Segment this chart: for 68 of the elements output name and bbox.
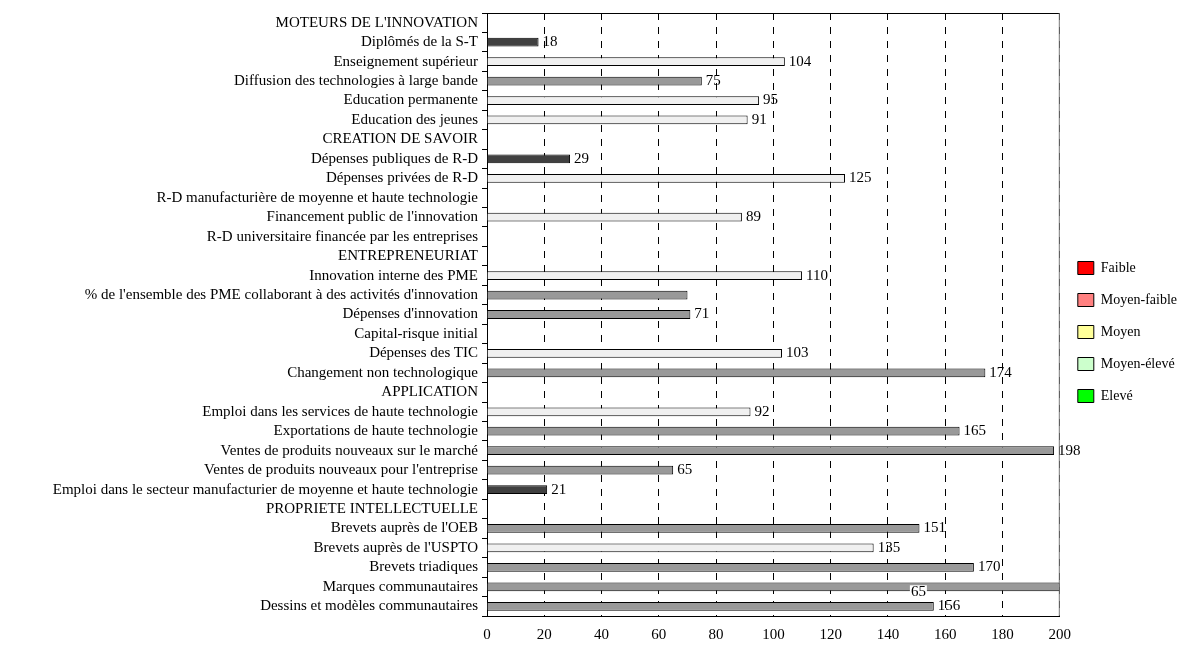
y-tick-label: Changement non technologique	[287, 363, 479, 380]
y-tick-label: PROPRIETE INTELLECTUELLE	[265, 499, 478, 516]
data-label: 21	[551, 480, 567, 497]
y-tick-label: Exportations de haute technologie	[273, 422, 479, 439]
data-label: 92	[754, 402, 770, 419]
y-tick-label: Emploi dans les services de haute technologie	[202, 402, 479, 419]
data-label: 110	[806, 266, 828, 283]
y-tick-label: Dépenses d'innovation	[342, 305, 479, 322]
data-label: 174	[989, 363, 1013, 380]
y-tick-label: R-D manufacturière de moyenne et haute technologie	[156, 188, 479, 205]
data-label: 156	[937, 597, 961, 614]
y-tick-label: CREATION DE SAVOIR	[322, 130, 478, 147]
y-tick-label: Capital-risque initial	[354, 324, 478, 341]
x-tick-label: 60	[651, 625, 667, 642]
y-tick-label: APPLICATION	[381, 383, 479, 400]
data-label: 151	[923, 519, 946, 536]
data-label: 18	[542, 33, 558, 50]
y-tick-label: Emploi dans le secteur manufacturier de moyenne et haute technologie	[52, 480, 479, 497]
y-tick-label: Diplômés de la S-T	[360, 33, 478, 50]
x-tick-label: 180	[991, 625, 1014, 642]
y-tick-label: ENTREPRENEURIAT	[338, 247, 478, 264]
y-tick-label: Marques communautaires	[322, 577, 479, 594]
y-tick-label: Brevets auprès de l'OEB	[330, 519, 478, 536]
y-tick-label: Education permanente	[343, 91, 479, 108]
legend-label: Moyen-faible	[1100, 291, 1178, 307]
x-tick-label: 0	[483, 625, 491, 642]
x-tick-label: 160	[934, 625, 957, 642]
data-label: 198	[1058, 441, 1081, 458]
data-label: 165	[963, 422, 987, 439]
data-label: 125	[849, 169, 872, 186]
x-tick-label: 20	[536, 625, 552, 642]
y-tick-label: Ventes de produits nouveaux sur le marché	[220, 441, 479, 458]
data-label: 65	[677, 461, 693, 478]
x-tick-label: 140	[876, 625, 900, 642]
y-tick-label: Dépenses publiques de R-D	[310, 149, 479, 166]
data-label: 91	[751, 110, 767, 127]
data-label: 170	[977, 558, 1001, 575]
x-tick-label: 100	[762, 625, 785, 642]
y-tick-label: Dépenses privées de R-D	[325, 169, 479, 186]
data-label: 135	[877, 538, 901, 555]
y-tick-label: Ventes de produits nouveaux pour l'entreprise	[204, 461, 479, 478]
y-tick-label: Dessins et modèles communautaires	[260, 597, 479, 614]
y-tick-label: Financement public de l'innovation	[266, 208, 479, 225]
legend-label: Moyen	[1100, 323, 1141, 339]
y-tick-label: Diffusion des technologies à large bande	[234, 72, 479, 89]
data-label: 71	[694, 305, 710, 322]
x-tick-label: 40	[594, 625, 610, 642]
y-tick-label: R-D universitaire financée par les entreprises	[206, 227, 479, 244]
x-tick-label: 120	[819, 625, 842, 642]
y-tick-label: Education des jeunes	[351, 110, 479, 127]
data-label: 104	[788, 52, 812, 69]
annotation: 65	[910, 583, 926, 600]
y-tick-label: Innovation interne des PME	[309, 266, 478, 283]
data-label: 103	[786, 344, 809, 361]
data-label: 29	[574, 149, 590, 166]
y-tick-label: Enseignement supérieur	[333, 52, 478, 69]
data-label: 95	[763, 91, 779, 108]
y-tick-label: Brevets triadiques	[369, 558, 479, 575]
y-tick-label: MOTEURS DE L'INNOVATION	[275, 13, 479, 30]
x-tick-label: 80	[708, 625, 724, 642]
legend-label: Faible	[1100, 259, 1136, 275]
y-tick-label: Dépenses des TIC	[369, 344, 478, 361]
y-tick-label: Brevets auprès de l'USPTO	[313, 538, 479, 555]
x-tick-label: 200	[1048, 625, 1072, 642]
legend-label: Elevé	[1100, 387, 1133, 403]
y-tick-label: % de l'ensemble des PME collaborant à des activités d'innovation	[84, 285, 479, 302]
data-label: 89	[745, 208, 761, 225]
legend-label: Moyen-élevé	[1100, 355, 1175, 371]
